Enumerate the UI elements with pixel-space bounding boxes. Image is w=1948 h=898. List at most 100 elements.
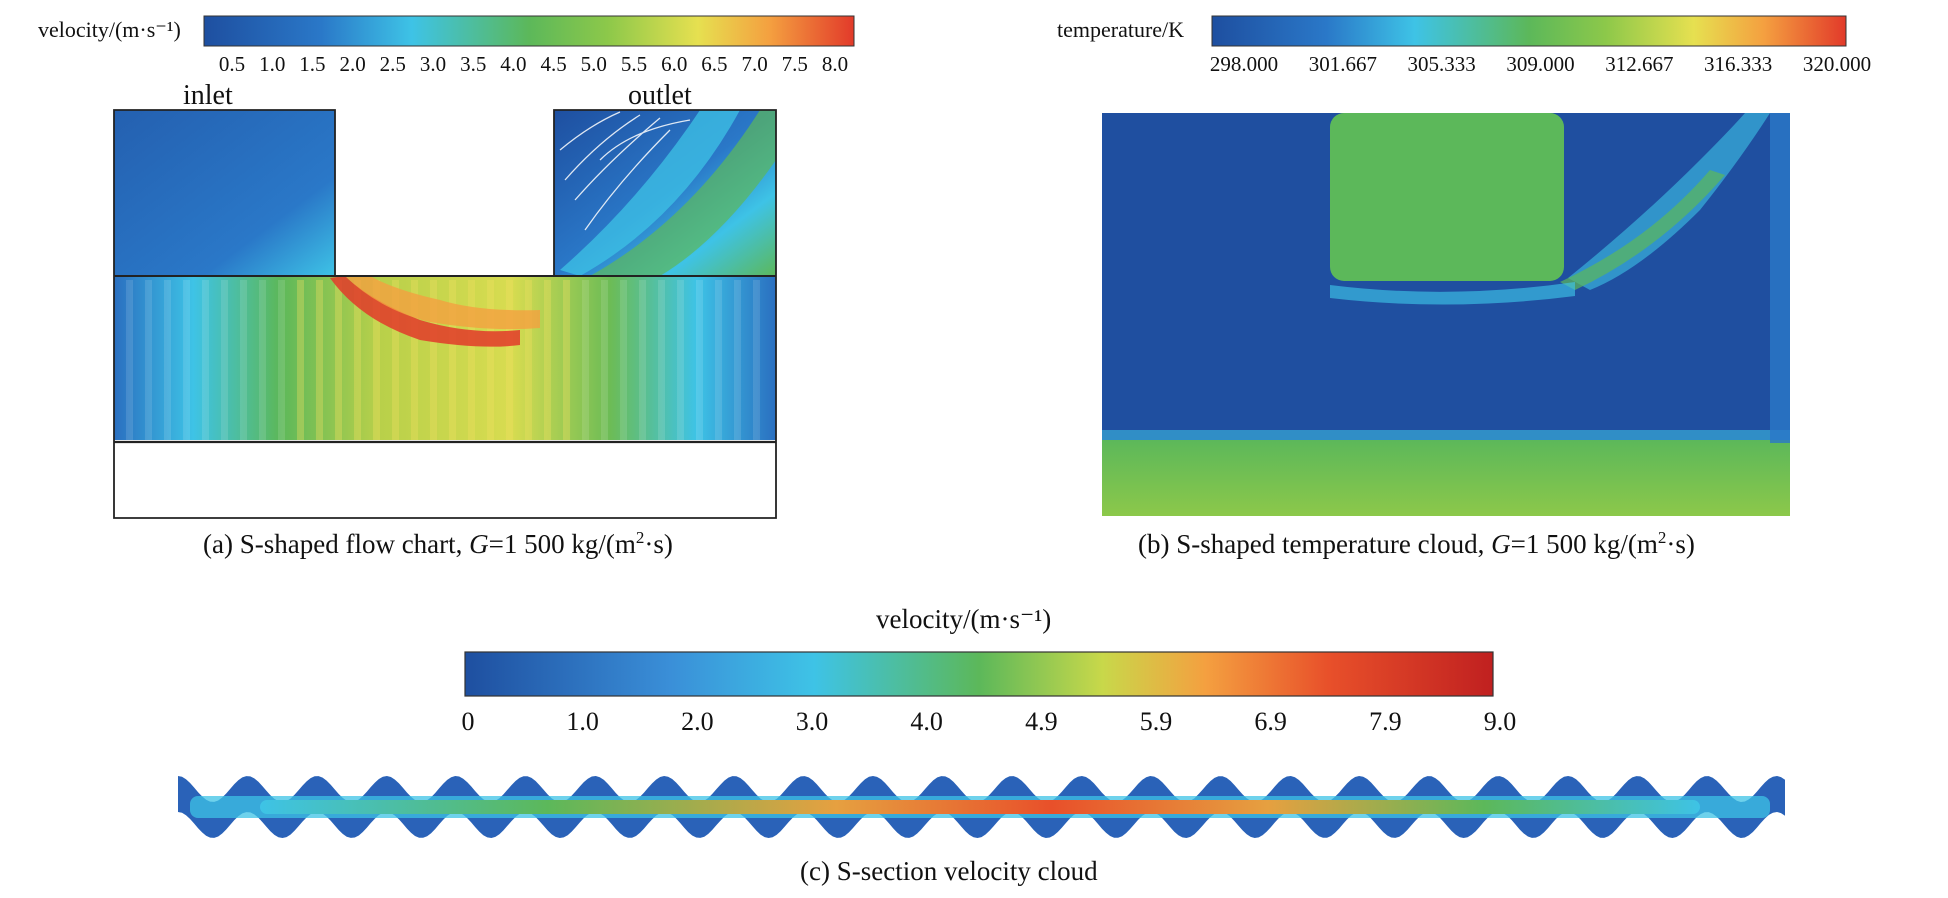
velocity-stripe [297,280,304,440]
colorbar-tick-label: 0.5 [219,52,245,76]
velocity-stripe [221,280,228,440]
colorbar-tick-label: 301.667 [1309,52,1377,76]
colorbar-tick-label: 9.0 [1484,707,1517,736]
panel-c-colorbar-title: velocity/(m·s⁻¹) [876,604,1051,634]
velocity-stripe [354,280,361,440]
outlet-label: outlet [628,80,692,111]
colorbar-tick-label: 6.0 [661,52,687,76]
inlet-label: inlet [183,80,233,111]
outlet-thermal-plume [1568,113,1770,290]
panel-a-colorbar [203,15,855,47]
colorbar-tick-label: 3.5 [460,52,486,76]
velocity-stripe [544,280,551,440]
panel-b: temperature/K 298.000 301.667 305.333 309.0… [1057,15,1871,559]
colorbar-tick-label: 1.5 [299,52,325,76]
outlet-jet-band [560,110,740,276]
velocity-stripe [259,280,266,440]
velocity-stripe [468,280,475,440]
panel-c-colorbar [464,651,1494,697]
velocity-stripe [278,280,285,440]
colorbar-tick-label: 7.9 [1369,707,1402,736]
panel-b-colorbar [1211,15,1847,47]
velocity-stripe [240,280,247,440]
colorbar-tick-label: 2.0 [681,707,714,736]
panel-a-colorbar-title: velocity/(m·s⁻¹) [38,17,181,42]
velocity-stripe [411,280,418,440]
velocity-stripe [202,280,209,440]
colorbar-tick-label: 3.0 [420,52,446,76]
colorbar-tick-label: 1.0 [259,52,285,76]
colorbar-tick-label: 0 [462,707,475,736]
velocity-stripe [449,280,456,440]
colorbar-tick-label: 305.333 [1408,52,1476,76]
colorbar-tick-label: 298.000 [1210,52,1278,76]
velocity-stripe [430,280,437,440]
colorbar-tick-label: 5.5 [621,52,647,76]
outlet-streaks [559,111,691,231]
colorbar-tick-label: 4.0 [500,52,526,76]
velocity-stripe [677,280,684,440]
colorbar-tick-label: 320.000 [1803,52,1871,76]
colorbar-tick-label: 312.667 [1605,52,1673,76]
panel-b-caption: (b) S-shaped temperature cloud, G=1 500 … [1138,528,1695,559]
panel-c: velocity/(m·s⁻¹) 0 1.0 2.0 3.0 4.0 4.9 5.9 6.9 7… [178,604,1785,886]
colorbar-tick-label: 7.0 [741,52,767,76]
velocity-stripe [164,280,171,440]
panel-c-caption: (c) S-section velocity cloud [800,856,1098,886]
outlet-wall-band [590,110,776,276]
panel-a: velocity/(m·s⁻¹) 0.5 1.0 1.5 2.0 2.5 3.0 3.5 4.… [38,15,855,559]
colorbar-tick-label: 4.5 [540,52,566,76]
block-wake [1330,282,1575,305]
heated-bottom-region [1102,440,1790,516]
colorbar-tick-label: 2.5 [380,52,406,76]
velocity-stripe [696,280,703,440]
velocity-stripe [506,280,513,440]
velocity-stripe [620,280,627,440]
high-velocity-jet [330,276,520,347]
colorbar-tick-label: 6.5 [701,52,727,76]
panel-a-colorbar-ticks: 0.5 1.0 1.5 2.0 2.5 3.0 3.5 4.0 4.5 5.0 5.5 6.0 6.5 7… [219,52,848,76]
colorbar-tick-label: 4.9 [1025,707,1058,736]
velocity-stripe [183,280,190,440]
outlet-warm-streak [1560,170,1725,290]
velocity-stripe [392,280,399,440]
colorbar-tick-label: 1.0 [566,707,599,736]
velocity-stripe [145,280,152,440]
colorbar-tick-label: 6.9 [1254,707,1287,736]
panel-b-colorbar-ticks: 298.000 301.667 305.333 309.000 312.667 316.3… [1210,52,1871,76]
velocity-stripe [658,280,665,440]
panel-a-caption: (a) S-shaped flow chart, G=1 500 kg/(m2·… [203,528,673,559]
right-wall-layer [1770,113,1790,443]
colorbar-tick-label: 7.5 [782,52,808,76]
colorbar-tick-label: 316.333 [1704,52,1772,76]
jet-edge [345,276,540,330]
velocity-stripe [316,280,323,440]
velocity-stripe [487,280,494,440]
colorbar-tick-label: 3.0 [796,707,829,736]
velocity-stripe [582,280,589,440]
velocity-stripe [734,280,741,440]
channel-velocity-field [114,276,776,440]
colorbar-tick-label: 2.0 [339,52,365,76]
velocity-stripe [563,280,570,440]
inlet-velocity-field [114,110,335,276]
colorbar-tick-label: 8.0 [822,52,848,76]
velocity-stripe [525,280,532,440]
panel-c-colorbar-ticks: 0 1.0 2.0 3.0 4.0 4.9 5.9 6.9 7.9 9.0 [462,707,1517,736]
s-section-core-flow [260,800,1700,814]
velocity-stripe [601,280,608,440]
velocity-stripe [126,280,133,440]
colorbar-tick-label: 5.9 [1140,707,1173,736]
velocity-stripe [639,280,646,440]
colorbar-tick-label: 4.0 [910,707,943,736]
warm-block [1330,113,1564,281]
velocity-stripe [715,280,722,440]
panel-a-domain-outline [113,109,777,519]
colorbar-tick-label: 309.000 [1506,52,1574,76]
panel-b-colorbar-title: temperature/K [1057,17,1184,42]
channel-velocity-stripes [126,280,760,440]
colorbar-tick-label: 5.0 [581,52,607,76]
velocity-stripe [373,280,380,440]
velocity-stripe [753,280,760,440]
